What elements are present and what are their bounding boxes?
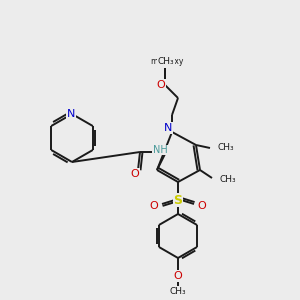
Text: N: N [164,123,172,133]
Text: CH₃: CH₃ [218,143,235,152]
Text: CH₃: CH₃ [158,56,174,65]
Text: O: O [157,80,165,90]
Text: S: S [173,194,182,206]
Text: CH₃: CH₃ [170,287,186,296]
Text: CH₃: CH₃ [220,175,237,184]
Text: O: O [174,271,182,281]
Text: N: N [67,109,75,119]
Text: O: O [130,169,140,179]
Text: NH: NH [153,145,167,155]
Text: O: O [198,201,206,211]
Text: O: O [150,201,158,211]
Text: methoxy: methoxy [150,58,184,67]
